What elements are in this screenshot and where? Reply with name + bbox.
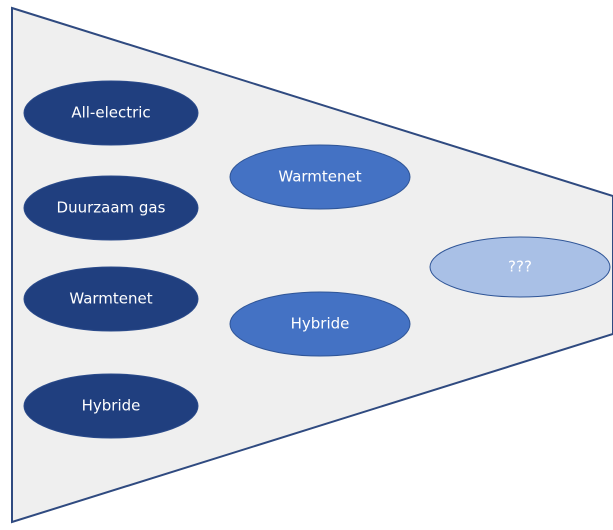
ellipse-4: Hybride <box>23 373 199 439</box>
node-label: Hybride <box>291 315 350 333</box>
ellipse-3: Warmtenet <box>23 266 199 332</box>
node-label: Duurzaam gas <box>57 199 166 217</box>
node-label: Warmtenet <box>69 290 152 308</box>
node-label: Hybride <box>82 397 141 415</box>
ellipse-7: ??? <box>429 236 611 298</box>
ellipse-2: Duurzaam gas <box>23 175 199 241</box>
node-label: All-electric <box>71 104 150 122</box>
ellipse-1: All-electric <box>23 80 199 146</box>
ellipse-5: Warmtenet <box>229 144 411 210</box>
node-label: Warmtenet <box>278 168 361 186</box>
node-label: ??? <box>508 258 532 276</box>
ellipse-6: Hybride <box>229 291 411 357</box>
